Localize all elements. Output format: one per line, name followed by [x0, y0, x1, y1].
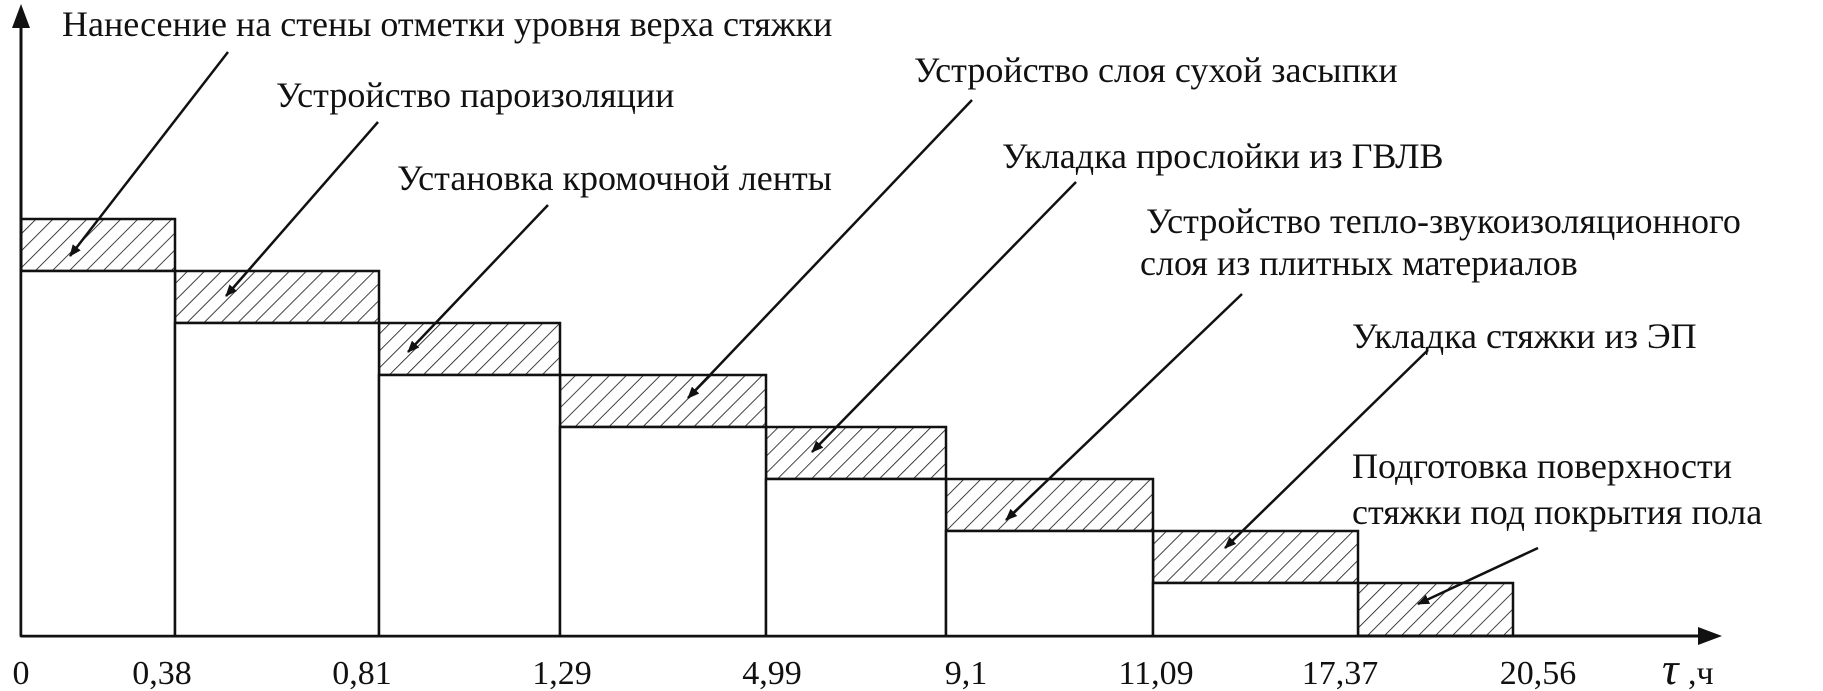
- column-7: [1151, 581, 1360, 638]
- band-3: [377, 321, 562, 377]
- column-3: [377, 373, 562, 638]
- label-vapor-barrier: Устройство пароизоляции: [276, 75, 674, 115]
- tick-label: 17,37: [1302, 655, 1379, 691]
- band-6: [944, 477, 1155, 533]
- label-gvlv-layer: Укладка прослойки из ГВЛВ: [1002, 136, 1444, 176]
- band-2: [173, 269, 381, 325]
- label-insulation-line-1: Устройство тепло-звукоизоляционного: [1146, 201, 1741, 241]
- tick-label: 0: [13, 655, 30, 691]
- tick-label: 20,56: [1500, 655, 1577, 691]
- axis-unit: τ ,ч: [1662, 643, 1714, 691]
- x-axis-arrow-icon: [1698, 627, 1722, 645]
- column-6: [944, 529, 1155, 638]
- label-edge-tape: Установка кромочной ленты: [397, 158, 832, 198]
- label-wall-marks: Нанесение на стены отметки уровня верха …: [62, 4, 832, 44]
- tick-label: 4,99: [742, 655, 802, 691]
- arrow-3: [407, 204, 549, 353]
- column-4: [558, 425, 768, 638]
- arrow-8: [1417, 546, 1539, 606]
- stage-labels: Нанесение на стены отметки уровня верха …: [62, 4, 1762, 532]
- band-8: [1356, 581, 1515, 638]
- axis-unit-symbol: τ: [1662, 643, 1680, 691]
- label-insulation-line-2: слоя из плитных материалов: [1140, 243, 1578, 283]
- band-7: [1151, 529, 1360, 585]
- column-1: [19, 269, 177, 638]
- columns: [19, 269, 1360, 638]
- tick-label: 11,09: [1118, 655, 1193, 691]
- tick-label: 0,81: [332, 655, 392, 691]
- y-axis-arrow-icon: [12, 4, 30, 28]
- axis-unit-suffix: ,ч: [1688, 655, 1714, 691]
- arrow-6: [1005, 293, 1243, 521]
- axis-ticks: 0 0,38 0,81 1,29 4,99 9,1 11,09 17,37 20…: [13, 655, 1577, 691]
- label-surface-prep-line-1: Подготовка поверхности: [1352, 446, 1732, 486]
- band-1: [19, 217, 177, 273]
- arrow-5: [811, 181, 1077, 453]
- leader-arrows: [69, 51, 1539, 606]
- arrow-1: [69, 51, 229, 257]
- column-2: [173, 321, 381, 638]
- tick-label: 9,1: [945, 655, 988, 691]
- label-surface-prep-line-2: стяжки под покрытия пола: [1352, 492, 1762, 532]
- column-5: [764, 477, 948, 638]
- arrow-7: [1224, 349, 1429, 549]
- label-dry-fill: Устройство слоя сухой засыпки: [914, 50, 1398, 90]
- arrow-2: [225, 121, 379, 297]
- tick-label: 1,29: [532, 655, 592, 691]
- label-screed: Укладка стяжки из ЭП: [1352, 316, 1697, 356]
- band-4: [558, 373, 768, 429]
- band-5: [764, 425, 948, 481]
- arrow-4: [687, 99, 973, 399]
- tick-label: 0,38: [132, 655, 192, 691]
